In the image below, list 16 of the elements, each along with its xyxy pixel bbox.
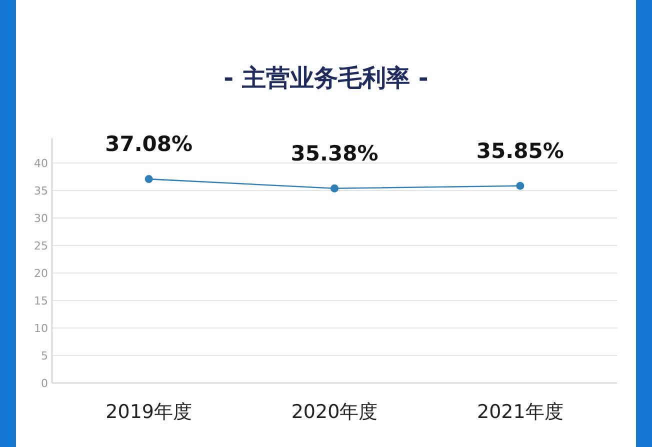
y-tick-label: 20 [34, 266, 48, 280]
text: 35.38% [290, 141, 378, 166]
x-tick-label: 2021年度 [476, 401, 564, 423]
y-tick-label: 30 [34, 212, 48, 225]
y-tick-label: 40 [34, 156, 48, 170]
y-tick-label: 10 [34, 322, 48, 335]
text: 35.85% [476, 138, 564, 163]
chart-title: - 主营业务毛利率 - [224, 64, 428, 92]
y-tick-label: 5 [41, 349, 48, 362]
x-tick-label: 2020年度 [291, 401, 378, 423]
y-tick-label: 35 [34, 184, 48, 198]
y-tick-label: 0 [41, 376, 48, 390]
x-tick-label: 2019年度 [106, 401, 192, 423]
text: 37.08% [105, 132, 193, 156]
y-tick-label: 15 [34, 294, 48, 308]
y-tick-label: 25 [34, 239, 48, 252]
